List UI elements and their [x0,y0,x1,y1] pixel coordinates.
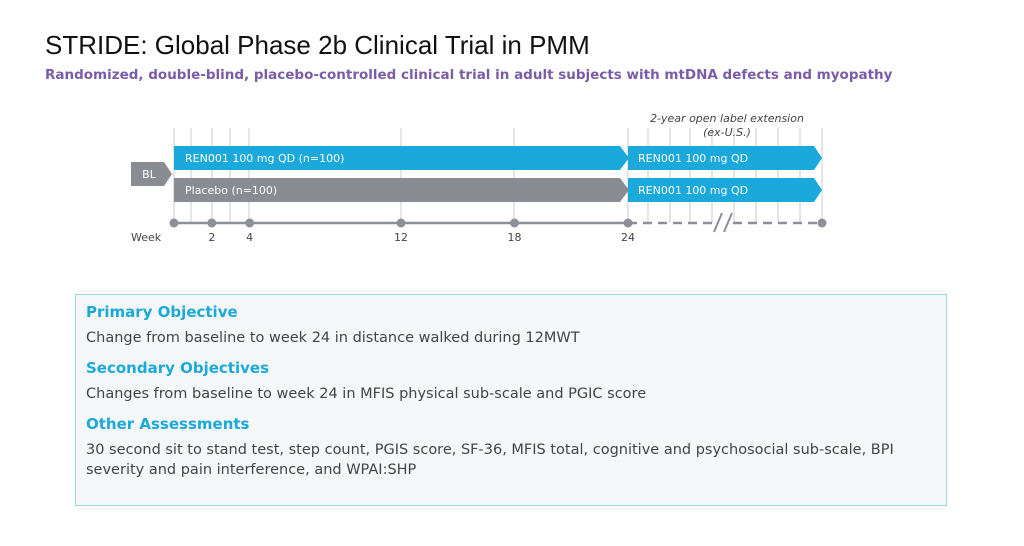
extension-title-line2: (ex-U.S.) [703,126,751,139]
week-tick-label-12: 12 [394,231,408,244]
extension-arm-label-2: REN001 100 mg QD [638,184,748,197]
week-marker-dot-12 [396,218,406,228]
axis-break-mark-1 [713,212,723,233]
week-marker-dot-0 [169,218,179,228]
other-assessments-heading: Other Assessments [86,415,250,433]
placebo-arm-bar [174,178,629,202]
week-marker-dot-18 [510,218,519,228]
extension-title-line1: 2-year open label extension [650,112,804,125]
secondary-objectives-text: Changes from baseline to week 24 in MFIS… [86,386,647,402]
week-marker-dot-24 [623,218,633,228]
week-tick-label-18: 18 [508,231,522,244]
treatment-arm-bar [174,146,629,170]
page-title: STRIDE: Global Phase 2b Clinical Trial i… [45,30,590,60]
page-subtitle: Randomized, double-blind, placebo-contro… [45,67,893,83]
extension-end-dot [817,218,827,228]
extension-arm-label-1: REN001 100 mg QD [638,152,748,165]
objectives-panel: Primary Objective Change from baseline t… [75,294,947,506]
extension-arm-bar-1 [628,146,822,170]
primary-objective-text: Change from baseline to week 24 in dista… [86,330,580,346]
week-tick-label-2: 2 [208,231,215,244]
secondary-objectives-section: Secondary Objectives Changes from baseli… [86,357,936,404]
extension-arm-bar-2 [628,178,822,202]
other-assessments-text: 30 second sit to stand test, step count,… [86,442,894,478]
treatment-arm-label: REN001 100 mg QD (n=100) [185,152,344,165]
primary-objective-section: Primary Objective Change from baseline t… [86,301,936,348]
secondary-objectives-heading: Secondary Objectives [86,359,269,377]
baseline-marker [131,162,172,186]
other-assessments-section: Other Assessments 30 second sit to stand… [86,413,936,480]
primary-objective-heading: Primary Objective [86,303,238,321]
week-tick-label-4: 4 [246,231,253,244]
axis-label-week: Week [131,231,162,244]
week-tick-label-24: 24 [621,231,635,244]
week-marker-dot-4 [245,218,255,228]
baseline-label: BL [142,168,157,181]
axis-break-mark-2 [723,212,733,233]
placebo-arm-label: Placebo (n=100) [185,184,277,197]
week-marker-dot-2 [207,218,217,228]
